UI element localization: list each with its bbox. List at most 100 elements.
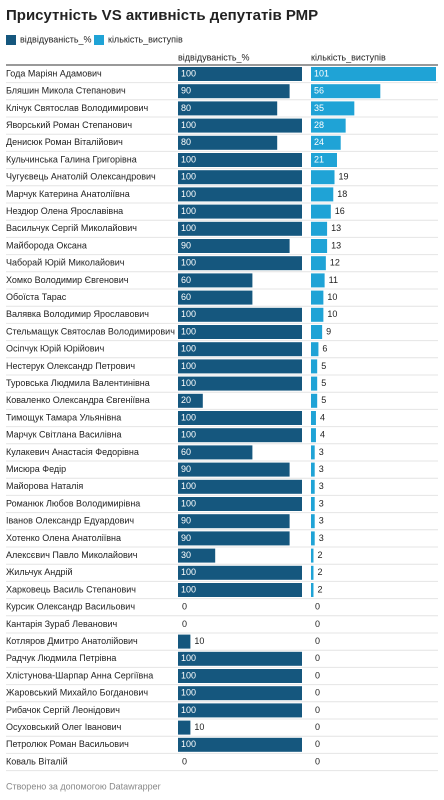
bar: [311, 84, 381, 99]
value-label: 0: [315, 636, 320, 646]
bar: [178, 462, 290, 477]
row-label: Яворський Роман Степанович: [6, 120, 132, 130]
value-label: 0: [315, 739, 320, 749]
bar: [178, 290, 253, 305]
row-label: Обоїста Тарас: [6, 292, 67, 302]
value-label: 3: [319, 464, 324, 474]
bar: [178, 221, 302, 236]
column-header: відвідуваність_%: [178, 52, 250, 62]
value-label: 0: [182, 619, 187, 629]
bar: [311, 256, 326, 271]
bar: [311, 376, 318, 391]
value-label: 0: [315, 602, 320, 612]
value-label: 3: [319, 533, 324, 543]
bar: [178, 135, 278, 150]
value-label: 100: [181, 223, 196, 233]
value-label: 4: [320, 430, 325, 440]
value-label: 28: [314, 120, 324, 130]
row-label: Валявка Володимир Ярославович: [6, 309, 149, 319]
value-label: 24: [314, 137, 324, 147]
bar: [178, 101, 278, 116]
row-label: Марчук Світлана Василівна: [6, 430, 122, 440]
bar: [178, 479, 302, 494]
bar: [178, 583, 302, 597]
value-label: 80: [181, 137, 191, 147]
row-label: Алексєвич Павло Миколайович: [6, 550, 138, 560]
value-label: 16: [335, 206, 345, 216]
row-label: Года Маріян Адамович: [6, 68, 102, 78]
bar: [311, 307, 324, 322]
row-label: Хомко Володимир Євгенович: [6, 275, 129, 285]
value-label: 13: [331, 223, 341, 233]
value-label: 13: [331, 240, 341, 250]
value-label: 100: [181, 120, 196, 130]
bar: [311, 239, 328, 253]
bar: [311, 153, 337, 167]
bar: [311, 221, 328, 236]
value-label: 100: [181, 189, 196, 199]
value-label: 0: [182, 602, 187, 612]
value-label: 9: [326, 326, 331, 336]
row-label: Тимощук Тамара Ульянівна: [6, 412, 121, 422]
bar: [178, 273, 253, 288]
bar: [178, 170, 302, 185]
bar: [178, 445, 253, 460]
row-label: Марчук Катерина Анатоліївна: [6, 189, 130, 199]
value-label: 21: [314, 154, 324, 164]
value-label: 100: [181, 705, 196, 715]
row-label: Туровська Людмила Валентинівна: [6, 378, 150, 388]
bar: [178, 428, 302, 443]
value-label: 4: [320, 412, 325, 422]
footer: Створено за допомогою Datawrapper: [6, 781, 161, 791]
value-label: 11: [329, 275, 338, 285]
legend-swatch: [94, 35, 104, 45]
value-label: 100: [181, 412, 196, 422]
row-label: Курсик Олександр Васильович: [6, 602, 135, 612]
bar: [178, 686, 302, 701]
bar: [311, 187, 334, 202]
column-header: кількість_виступів: [311, 52, 386, 62]
bar: [178, 737, 302, 752]
bar: [311, 548, 314, 563]
bar: [178, 118, 302, 133]
value-label: 3: [319, 516, 324, 526]
value-label: 100: [181, 344, 196, 354]
row-label: Васильчук Сергій Миколайович: [6, 223, 137, 233]
value-label: 3: [319, 498, 324, 508]
value-label: 90: [181, 516, 191, 526]
bar: [178, 548, 216, 563]
value-label: 100: [181, 258, 196, 268]
value-label: 100: [181, 326, 196, 336]
value-label: 100: [181, 378, 196, 388]
bar: [311, 325, 323, 339]
value-label: 10: [194, 636, 204, 646]
row-label: Коваль Віталій: [6, 756, 68, 766]
value-label: 0: [315, 670, 320, 680]
value-label: 0: [315, 688, 320, 698]
bar: [178, 342, 302, 357]
value-label: 0: [315, 722, 320, 732]
row-label: Хлістунова-Шарпар Анна Сергіївна: [6, 670, 153, 680]
bar: [311, 290, 324, 305]
bar: [311, 67, 436, 81]
bar: [178, 393, 203, 408]
bar: [178, 703, 302, 718]
bar: [178, 67, 302, 81]
row-label: Нестерук Олександр Петрович: [6, 361, 135, 371]
row-label: Коваленко Олександра Євгеніївна: [6, 395, 150, 405]
bar: [311, 135, 341, 150]
value-label: 100: [181, 154, 196, 164]
value-label: 100: [181, 481, 196, 491]
value-label: 12: [330, 258, 340, 268]
row-label: Жаровський Михайло Богданович: [6, 688, 148, 698]
value-label: 100: [181, 430, 196, 440]
value-label: 100: [181, 68, 196, 78]
bar: [311, 204, 331, 219]
value-label: 0: [182, 756, 187, 766]
bar: [311, 583, 314, 597]
row-label: Кульчинська Галина Григорівна: [6, 154, 137, 164]
value-label: 100: [181, 498, 196, 508]
value-label: 2: [317, 550, 322, 560]
value-label: 5: [321, 395, 326, 405]
